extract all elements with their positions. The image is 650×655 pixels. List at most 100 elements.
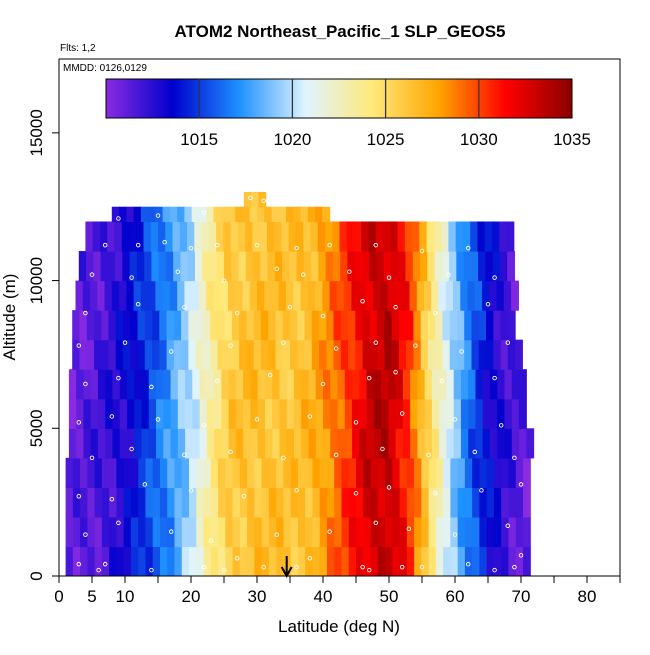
- heatmap-cell: [80, 516, 88, 548]
- heatmap-cell: [112, 369, 121, 400]
- observation-point: [155, 213, 161, 218]
- heatmap-cell: [370, 457, 379, 488]
- heatmap-cell: [471, 339, 480, 370]
- heatmap-cell: [478, 339, 487, 370]
- heatmap-cell: [471, 310, 480, 341]
- heatmap-cell: [489, 398, 498, 429]
- heatmap-cell: [177, 280, 185, 311]
- heatmap-cell: [417, 369, 426, 400]
- observation-point: [76, 420, 82, 425]
- heatmap-cell: [355, 339, 364, 370]
- heatmap-cell: [218, 487, 226, 518]
- heatmap-cell: [144, 310, 153, 341]
- heatmap-cell: [145, 457, 154, 488]
- heatmap-cell: [486, 516, 495, 548]
- heatmap-cell: [352, 428, 360, 459]
- heatmap-cell: [391, 339, 400, 370]
- heatmap-cell: [333, 339, 342, 370]
- heatmap-cell: [399, 487, 408, 518]
- heatmap-cell: [290, 310, 298, 341]
- heatmap-cell: [394, 280, 403, 311]
- heatmap-cell: [90, 428, 99, 459]
- heatmap-cell: [185, 398, 193, 429]
- heatmap-cell: [94, 516, 103, 548]
- heatmap-cell: [333, 310, 342, 341]
- heatmap-cell: [80, 457, 88, 488]
- heatmap-cell: [443, 546, 451, 576]
- heatmap-cell: [257, 369, 266, 400]
- heatmap-cell: [467, 280, 476, 311]
- heatmap-cell: [442, 339, 451, 370]
- heatmap-cell: [511, 280, 519, 311]
- observation-point: [432, 310, 438, 316]
- heatmap-cell: [493, 339, 502, 370]
- heatmap-cell: [87, 546, 96, 576]
- heatmap-cell: [100, 251, 109, 282]
- heatmap-cell: [286, 369, 295, 400]
- heatmap-cell: [115, 310, 124, 341]
- heatmap-cell: [460, 369, 469, 400]
- heatmap-cell: [383, 251, 392, 282]
- heatmap-cell: [177, 428, 186, 459]
- heatmap-cell: [330, 369, 339, 400]
- heatmap-cell: [121, 221, 130, 252]
- heatmap-cell: [315, 206, 323, 223]
- heatmap-cell: [181, 457, 190, 488]
- observation-point: [426, 452, 431, 458]
- heatmap-cell: [522, 516, 531, 548]
- heatmap-cell: [167, 487, 176, 518]
- observation-point: [333, 346, 339, 351]
- heatmap-cell: [457, 516, 466, 548]
- heatmap-cell: [443, 457, 451, 488]
- heatmap-cell: [341, 457, 350, 488]
- observation-points: [76, 195, 524, 573]
- heatmap-cell: [501, 457, 510, 488]
- heatmap-cell: [218, 546, 226, 576]
- heatmap-cell: [79, 310, 88, 341]
- heatmap-layer: [65, 191, 535, 576]
- heatmap-cell: [232, 487, 241, 518]
- heatmap-cell: [319, 310, 327, 341]
- heatmap-cell: [406, 457, 415, 488]
- heatmap-cell: [169, 280, 178, 311]
- heatmap-cell: [377, 457, 386, 488]
- heatmap-cell: [257, 206, 265, 223]
- observation-point: [353, 420, 359, 425]
- heatmap-cell: [162, 280, 171, 311]
- heatmap-cell: [231, 339, 240, 370]
- heatmap-cell: [416, 280, 425, 311]
- heatmap-cell: [225, 487, 234, 518]
- heatmap-cell: [456, 251, 465, 282]
- heatmap-cell: [87, 516, 96, 548]
- heatmap-cell: [276, 457, 284, 488]
- heatmap-cell: [319, 339, 327, 370]
- heatmap-cell: [239, 546, 248, 576]
- heatmap-cell: [221, 398, 230, 429]
- heatmap-cell: [181, 487, 190, 518]
- heatmap-cell: [380, 280, 389, 311]
- heatmap-cell: [266, 221, 275, 252]
- heatmap-cell: [261, 457, 270, 488]
- heatmap-cell: [427, 339, 436, 370]
- heatmap-cell: [68, 398, 77, 429]
- observation-point: [175, 269, 181, 274]
- heatmap-cell: [152, 310, 160, 341]
- heatmap-cell: [134, 369, 143, 400]
- observation-point: [452, 532, 458, 537]
- heatmap-cell: [468, 398, 477, 429]
- heatmap-cell: [489, 428, 498, 459]
- observation-point: [129, 446, 134, 452]
- colorbar-tick-label: 1025: [367, 130, 405, 149]
- heatmap-cell: [203, 546, 212, 576]
- heatmap-cell: [297, 339, 306, 370]
- observation-point: [492, 275, 497, 280]
- heatmap-cell: [356, 457, 364, 488]
- x-tick-label: 10: [116, 587, 135, 606]
- heatmap-cell: [196, 487, 205, 518]
- heatmap-cell: [511, 398, 520, 429]
- heatmap-cell: [409, 280, 418, 311]
- heatmap-cell: [76, 428, 85, 459]
- heatmap-cell: [426, 221, 435, 252]
- heatmap-cell: [126, 428, 135, 459]
